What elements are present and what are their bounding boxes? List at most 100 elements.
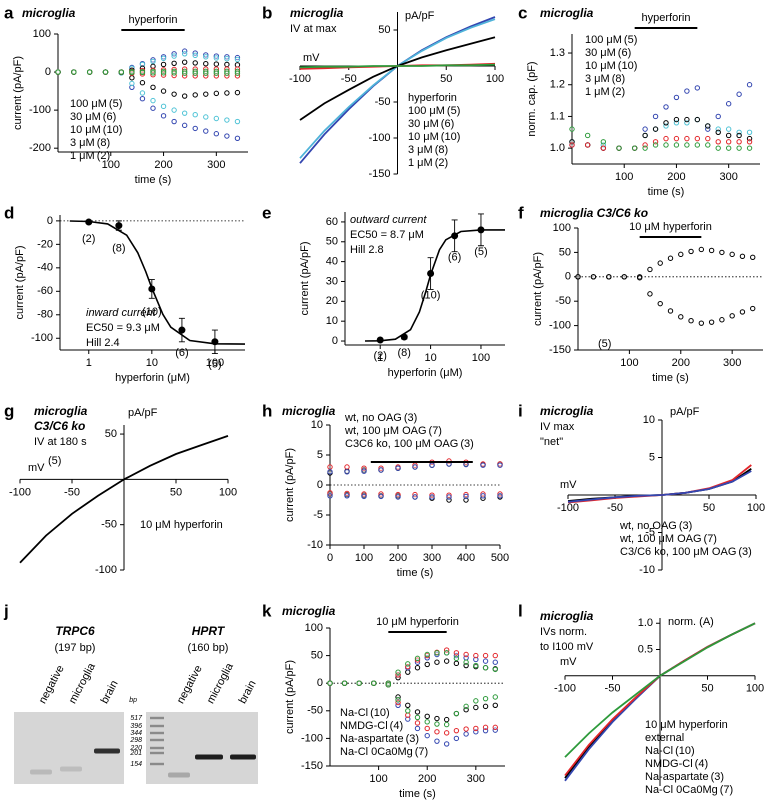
data-point [181, 59, 188, 65]
data-point [150, 58, 156, 65]
x-tick-label: 100 [219, 486, 237, 498]
data-point [684, 116, 690, 123]
annotation: EC50 = 8.7 μM [350, 229, 424, 241]
x-axis-label: mV [560, 656, 577, 668]
data-point [673, 135, 680, 142]
data-point [600, 145, 607, 151]
y-tick-label: 0 [565, 271, 571, 283]
y-axis-label: pA/pF [128, 407, 158, 419]
data-point [600, 139, 607, 145]
data-point [412, 494, 418, 500]
panel-letter: e [262, 203, 271, 222]
data-point [663, 104, 669, 110]
data-point [160, 103, 167, 110]
data-point [427, 270, 435, 278]
y-tick-label: -100 [368, 132, 390, 144]
y-tick-label: 0 [47, 215, 53, 227]
x-tick-label: 200 [154, 159, 172, 171]
data-point [405, 669, 411, 675]
legend-label: wt, 100 μM OAG [619, 533, 702, 545]
amplicon-size: (197 bp) [55, 642, 96, 654]
data-point [451, 232, 459, 240]
data-point [148, 285, 156, 293]
data-point [746, 82, 753, 88]
data-point [344, 464, 350, 470]
panel-letter: g [4, 401, 14, 420]
legend-count: (7) [415, 746, 428, 758]
data-point [192, 70, 198, 76]
data-point [385, 682, 392, 688]
data-point [473, 698, 479, 704]
n-label: (5) [208, 359, 221, 371]
legend-label: 30 μM [70, 111, 101, 123]
data-point [482, 703, 489, 710]
data-point [684, 142, 690, 148]
x-tick-label: 100 [620, 357, 638, 369]
amplicon-size: (160 bp) [188, 642, 229, 654]
data-point [729, 313, 735, 319]
data-point [424, 713, 430, 720]
x-tick-label: 10 [424, 352, 436, 364]
data-point [715, 139, 721, 145]
x-tick-label: 1 [86, 357, 92, 369]
panel-title: microglia [540, 6, 594, 20]
data-point [636, 275, 643, 281]
legend-label: 3 μM [585, 73, 610, 85]
panel-title: microglia [22, 6, 76, 20]
legend-label: C3/C6 ko, 100 μM OAG [620, 546, 736, 558]
data-point [642, 132, 648, 139]
x-axis-label: time (s) [135, 174, 172, 186]
x-tick-label: 400 [457, 552, 475, 564]
panel-letter: d [4, 203, 14, 222]
gel-image [146, 712, 258, 784]
panel-letter: c [518, 3, 527, 22]
ladder-band [150, 746, 164, 750]
y-tick-label: 0 [45, 66, 51, 78]
legend-title: 10 μM hyperforin [645, 719, 728, 731]
y-tick-label: 1.3 [550, 47, 565, 59]
x-tick-label: 100 [486, 73, 504, 85]
data-point [327, 680, 333, 686]
data-point [729, 251, 735, 258]
data-point [446, 494, 452, 500]
data-point [405, 661, 411, 667]
x-tick-label: 50 [703, 502, 715, 514]
data-point [203, 70, 209, 76]
data-point [453, 727, 460, 734]
legend-label: Na-aspartate [340, 733, 404, 745]
panel-title: microglia [290, 6, 344, 20]
y-tick-label: -10 [639, 564, 655, 576]
data-point [739, 309, 746, 315]
data-point [694, 116, 701, 123]
data-point [453, 655, 460, 662]
data-point [443, 721, 450, 728]
data-point [192, 92, 198, 98]
ladder-band [150, 738, 164, 742]
y-tick-label: 10 [311, 419, 323, 431]
data-point [181, 51, 188, 57]
n-label: (6) [175, 347, 188, 359]
y-tick-label: -5 [313, 509, 323, 521]
data-point [150, 63, 156, 70]
data-point [327, 469, 333, 475]
data-point [361, 468, 367, 474]
data-point [224, 61, 230, 68]
ladder-size: 201 [129, 750, 142, 757]
data-point [405, 716, 411, 722]
data-point [327, 493, 333, 499]
data-point [715, 145, 721, 151]
data-point [725, 139, 732, 145]
data-point [725, 101, 732, 107]
data-point [224, 90, 230, 96]
legend-count: (10) [370, 707, 390, 719]
x-tick-label: -50 [605, 683, 621, 695]
data-point [102, 69, 109, 75]
n-label: (2) [373, 350, 386, 362]
legend-count: (5) [109, 98, 122, 110]
data-point [736, 132, 742, 139]
y-tick-label: -60 [37, 285, 53, 297]
panel-title: microglia [540, 609, 594, 623]
data-point [371, 680, 377, 686]
data-point [424, 732, 430, 739]
data-point [213, 115, 220, 122]
